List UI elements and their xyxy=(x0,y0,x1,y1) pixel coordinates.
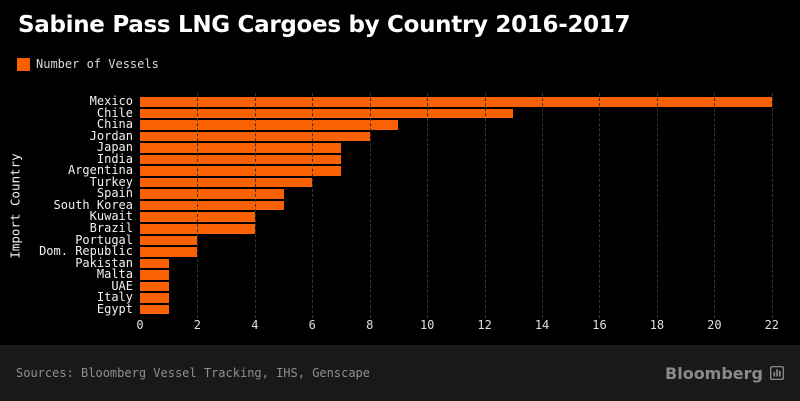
bar-row: Egypt xyxy=(0,301,800,316)
bar-row: Chile xyxy=(0,105,800,120)
bar-row: UAE xyxy=(0,278,800,293)
bar xyxy=(140,131,370,142)
bar xyxy=(140,166,342,176)
bar-row: Italy xyxy=(0,292,800,304)
brand: Bloomberg xyxy=(665,364,784,383)
bar xyxy=(140,108,514,119)
bar-row: India xyxy=(0,151,800,166)
category-label: Portugal xyxy=(75,232,133,247)
bar-row: Turkey xyxy=(0,174,800,189)
x-tick-label: 0 xyxy=(136,318,144,332)
bar xyxy=(140,293,169,303)
bar-row: South Korea xyxy=(0,197,800,212)
category-label: Chile xyxy=(96,105,133,120)
category-label: Egypt xyxy=(96,301,133,316)
bar xyxy=(140,97,772,107)
bar-row: Dom. Republic xyxy=(0,244,800,259)
bar xyxy=(140,270,169,280)
bar xyxy=(140,154,342,165)
category-label: Jordan xyxy=(89,128,133,143)
x-axis-ticks: 0 2 4 6 8 10 12 14 16 18 20 22 xyxy=(136,318,800,334)
category-label: Spain xyxy=(96,186,133,201)
bar-row: Japan xyxy=(0,140,800,155)
bar xyxy=(140,304,169,315)
category-label: Argentina xyxy=(67,163,133,178)
plot-area: Mexico Chile China Jordan Japan India Argentin… xyxy=(0,94,800,316)
bar-row: Mexico xyxy=(0,94,800,109)
bar-row: Pakistan xyxy=(0,255,800,270)
bar xyxy=(140,143,342,153)
category-label: Japan xyxy=(96,140,133,155)
bar xyxy=(140,224,255,234)
footer: Sources: Bloomberg Vessel Tracking, IHS,… xyxy=(0,345,800,401)
x-tick-label: 6 xyxy=(308,318,316,332)
legend-label: Number of Vessels xyxy=(36,57,159,71)
legend: Number of Vessels xyxy=(17,57,159,71)
bar-row: China xyxy=(0,117,800,132)
bloomberg-terminal-icon xyxy=(770,366,784,380)
x-tick-label: 14 xyxy=(534,318,550,332)
sources-text: Sources: Bloomberg Vessel Tracking, IHS,… xyxy=(16,366,371,380)
bar-row: Spain xyxy=(0,188,800,200)
category-label: Turkey xyxy=(89,174,133,189)
bar xyxy=(140,120,399,130)
x-tick-label: 22 xyxy=(764,318,780,332)
legend-swatch xyxy=(17,57,30,71)
x-tick-label: 4 xyxy=(251,318,259,332)
bar-row: Portugal xyxy=(0,232,800,247)
x-tick-label: 12 xyxy=(477,318,492,332)
x-tick-label: 8 xyxy=(366,318,374,332)
category-label: Mexico xyxy=(89,94,133,109)
category-label: Malta xyxy=(96,267,133,282)
bar xyxy=(140,281,169,292)
category-label: China xyxy=(96,117,133,132)
x-tick-label: 16 xyxy=(592,318,607,332)
bar xyxy=(140,247,198,257)
bar xyxy=(140,189,284,199)
bar xyxy=(140,200,284,211)
category-label: India xyxy=(96,151,133,166)
bar xyxy=(140,212,255,222)
category-label: UAE xyxy=(111,278,133,293)
category-label: South Korea xyxy=(53,197,133,212)
chart-title: Sabine Pass LNG Cargoes by Country 2016-… xyxy=(18,12,631,38)
category-label: Brazil xyxy=(89,221,133,236)
brand-text: Bloomberg xyxy=(665,363,763,383)
category-label: Kuwait xyxy=(89,209,133,224)
bar-row: Malta xyxy=(0,267,800,282)
bar xyxy=(140,235,198,246)
bar xyxy=(140,177,313,188)
x-tick-label: 18 xyxy=(649,318,665,332)
category-label: Dom. Republic xyxy=(39,244,133,259)
category-label: Pakistan xyxy=(75,255,133,270)
x-tick-label: 10 xyxy=(419,318,435,332)
x-tick-label: 20 xyxy=(707,318,722,332)
x-tick-label: 2 xyxy=(193,318,202,332)
bar xyxy=(140,258,169,269)
bar-row: Argentina xyxy=(0,165,800,177)
category-label: Italy xyxy=(96,290,133,305)
